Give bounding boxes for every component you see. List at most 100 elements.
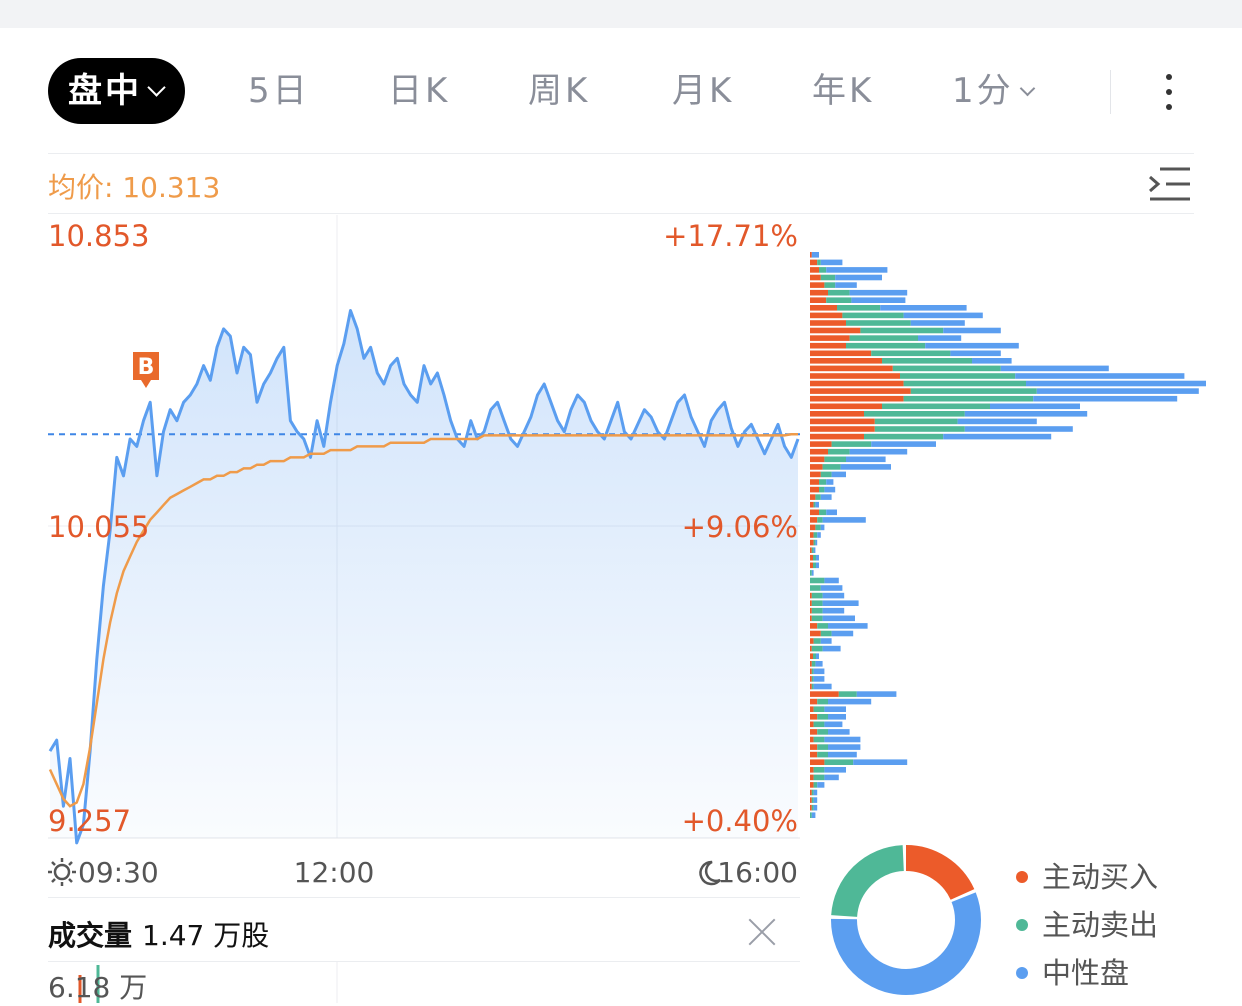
volume-profile-bar	[846, 456, 886, 463]
volume-profile-bar	[972, 358, 1012, 364]
volume-profile-bar	[822, 607, 845, 614]
volume-profile-bar	[903, 395, 1034, 402]
volume-profile-bar	[882, 358, 972, 364]
volume-profile-bar	[811, 600, 823, 606]
volume-profile-bar	[910, 320, 965, 326]
volume-profile-bar	[810, 736, 814, 743]
volume-profile-bar	[810, 289, 828, 296]
tab-5day[interactable]: 5日	[248, 71, 310, 111]
volume-profile-bar	[810, 721, 814, 728]
volume-profile-bar	[810, 509, 819, 516]
volume-profile-bar	[810, 630, 821, 637]
volume-profile-bar	[815, 539, 818, 546]
volume-profile-bar	[820, 494, 832, 500]
tab-intraday[interactable]: 盘中	[48, 58, 185, 124]
volume-profile-bar	[871, 350, 951, 357]
volume-profile-bar	[810, 448, 828, 455]
volume-profile-bar	[810, 812, 812, 818]
volume-profile-bar	[819, 486, 825, 493]
volume-profile-bar	[810, 305, 837, 311]
volume-profile-bar	[815, 501, 819, 508]
volume-profile-bar	[810, 395, 904, 402]
volume-profile-bar	[810, 804, 812, 811]
tab-weekly-k[interactable]: 周K	[528, 71, 591, 111]
volume-profile-bar	[822, 615, 855, 622]
volume-profile-bar	[810, 365, 893, 372]
volume-profile-bar	[824, 577, 839, 584]
volume-profile-bar	[820, 471, 832, 478]
volume-profile-bar	[817, 517, 823, 523]
volume-profile-bar	[840, 464, 891, 470]
volume-profile-bar	[817, 782, 825, 788]
volume-profile-bar	[810, 418, 875, 425]
volume-profile-bar	[810, 570, 812, 576]
more-vertical-icon[interactable]	[1154, 70, 1184, 114]
volume-profile-bar	[813, 638, 821, 644]
volume-profile-bar	[813, 797, 818, 803]
volume-profile-bar	[882, 403, 990, 410]
y-label-right-mid: +9.06%	[682, 510, 798, 544]
list-settings-icon[interactable]	[1148, 164, 1192, 204]
volume-profile-bar	[813, 721, 825, 728]
volume-profile-bar	[817, 698, 828, 705]
volume-profile-bar	[828, 698, 872, 705]
volume-profile-bar	[810, 297, 827, 303]
volume-profile-bar	[813, 653, 816, 659]
volume-profile-bar	[824, 706, 846, 712]
volume-profile-bar	[910, 388, 1037, 394]
tab-yearly-k[interactable]: 年K	[812, 71, 875, 111]
volume-profile-bar	[853, 759, 908, 765]
volume-profile-bar	[849, 448, 908, 455]
volume-profile-bar	[856, 691, 897, 697]
volume-profile-bar	[813, 789, 818, 796]
volume-profile-bar	[810, 661, 812, 667]
volume-profile-bar	[811, 547, 814, 553]
volume-profile-bar	[819, 267, 827, 273]
volume-profile-bar	[810, 623, 818, 629]
volume-profile-bar	[1026, 380, 1206, 387]
volume-profile-bar	[810, 782, 814, 788]
y-label-right-bottom: +0.40%	[682, 804, 798, 838]
tabs-divider	[1110, 70, 1111, 114]
volume-profile-bar	[810, 471, 821, 478]
volume-profile-bar	[810, 252, 812, 258]
volume-profile-bar	[828, 289, 850, 296]
volume-profile-bar	[810, 789, 812, 796]
volume-summary: 成交量 1.47 万股	[48, 919, 270, 952]
volume-profile-bar	[824, 721, 843, 728]
donut-slice-neutral	[831, 845, 981, 995]
tab-monthly-k[interactable]: 月K	[672, 71, 735, 111]
volume-profile-bar	[846, 320, 911, 326]
volume-profile-bar	[819, 479, 827, 485]
tab-1min[interactable]: 1分	[952, 58, 1035, 124]
volume-profile-bar	[810, 342, 846, 349]
volume-profile-bar	[900, 373, 1016, 379]
legend-item-buy: 主动买入	[1016, 854, 1158, 896]
tab-daily-k[interactable]: 日K	[388, 71, 451, 111]
trade-type-donut	[831, 845, 981, 995]
volume-profile-bar	[810, 751, 818, 758]
volume-profile-bar	[851, 297, 906, 303]
volume-profile-bar	[810, 358, 882, 364]
divider	[48, 213, 1194, 214]
buy-marker[interactable]: B	[133, 351, 159, 388]
volume-profile-bar	[813, 736, 825, 743]
volume-profile-bar	[835, 282, 857, 288]
volume-profile-bar	[810, 797, 812, 803]
volume-profile-bar	[1036, 388, 1199, 394]
volume-profile-bar	[822, 464, 841, 470]
volume-profile-bar	[817, 744, 828, 750]
volume-profile-bar	[871, 441, 936, 447]
volume-profile-bar	[864, 433, 944, 440]
close-icon[interactable]	[746, 916, 778, 948]
volume-profile-bar	[810, 638, 814, 644]
volume-profile-bar	[813, 706, 825, 712]
volume-profile-bar	[810, 456, 825, 463]
volume-profile-bar	[918, 335, 962, 341]
volume-profile-bar	[815, 524, 821, 531]
volume-profile-bar	[1000, 365, 1109, 372]
volume-profile-bar	[810, 388, 911, 394]
volume-profile-bar	[824, 486, 836, 493]
volume-profile-bar	[810, 645, 812, 652]
volume-profile-bar	[822, 645, 841, 652]
